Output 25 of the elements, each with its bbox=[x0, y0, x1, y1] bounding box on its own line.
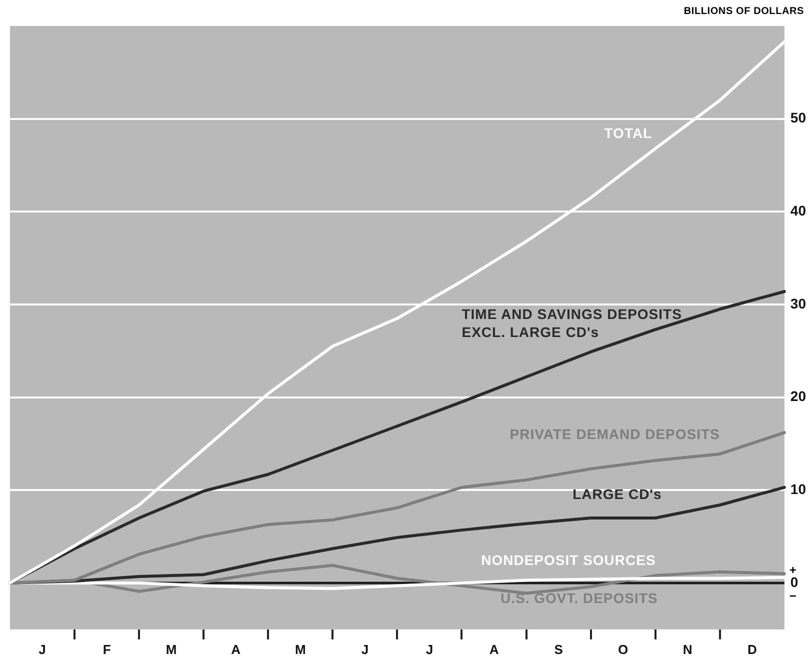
y-tick-label: 50 bbox=[790, 110, 806, 126]
x-tick-label: S bbox=[554, 642, 564, 657]
series-label: LARGE CD's bbox=[572, 484, 662, 503]
x-tick-label: M bbox=[166, 642, 177, 657]
x-tick-label: J bbox=[38, 642, 46, 657]
series-label: PRIVATE DEMAND DEPOSITS bbox=[508, 425, 720, 444]
x-tick-label: D bbox=[747, 642, 757, 657]
y-axis-title: BILLIONS OF DOLLARS bbox=[684, 6, 804, 17]
x-tick-label: A bbox=[489, 642, 500, 657]
series-label: TOTAL bbox=[603, 124, 652, 142]
x-tick-label: M bbox=[294, 642, 306, 657]
x-tick-label: F bbox=[102, 642, 111, 657]
x-tick-label: N bbox=[682, 642, 692, 657]
x-tick-label: J bbox=[426, 642, 434, 657]
y-tick-label: 40 bbox=[790, 202, 806, 219]
series-label: NONDEPOSIT SOURCES bbox=[481, 550, 657, 569]
y-tick-label: 10 bbox=[790, 481, 806, 498]
y-tick-label: 30 bbox=[790, 295, 806, 312]
x-tick-label: O bbox=[618, 642, 628, 657]
series-label: TIME AND SAVINGS DEPOSITS EXCL. LARGE CD's bbox=[462, 304, 683, 341]
text: − bbox=[789, 588, 796, 603]
series-label: U.S. GOVT. DEPOSITS bbox=[500, 588, 659, 607]
y-tick-label: 20 bbox=[790, 388, 806, 404]
x-tick-label: J bbox=[361, 642, 369, 657]
x-tick-label: A bbox=[231, 642, 242, 657]
